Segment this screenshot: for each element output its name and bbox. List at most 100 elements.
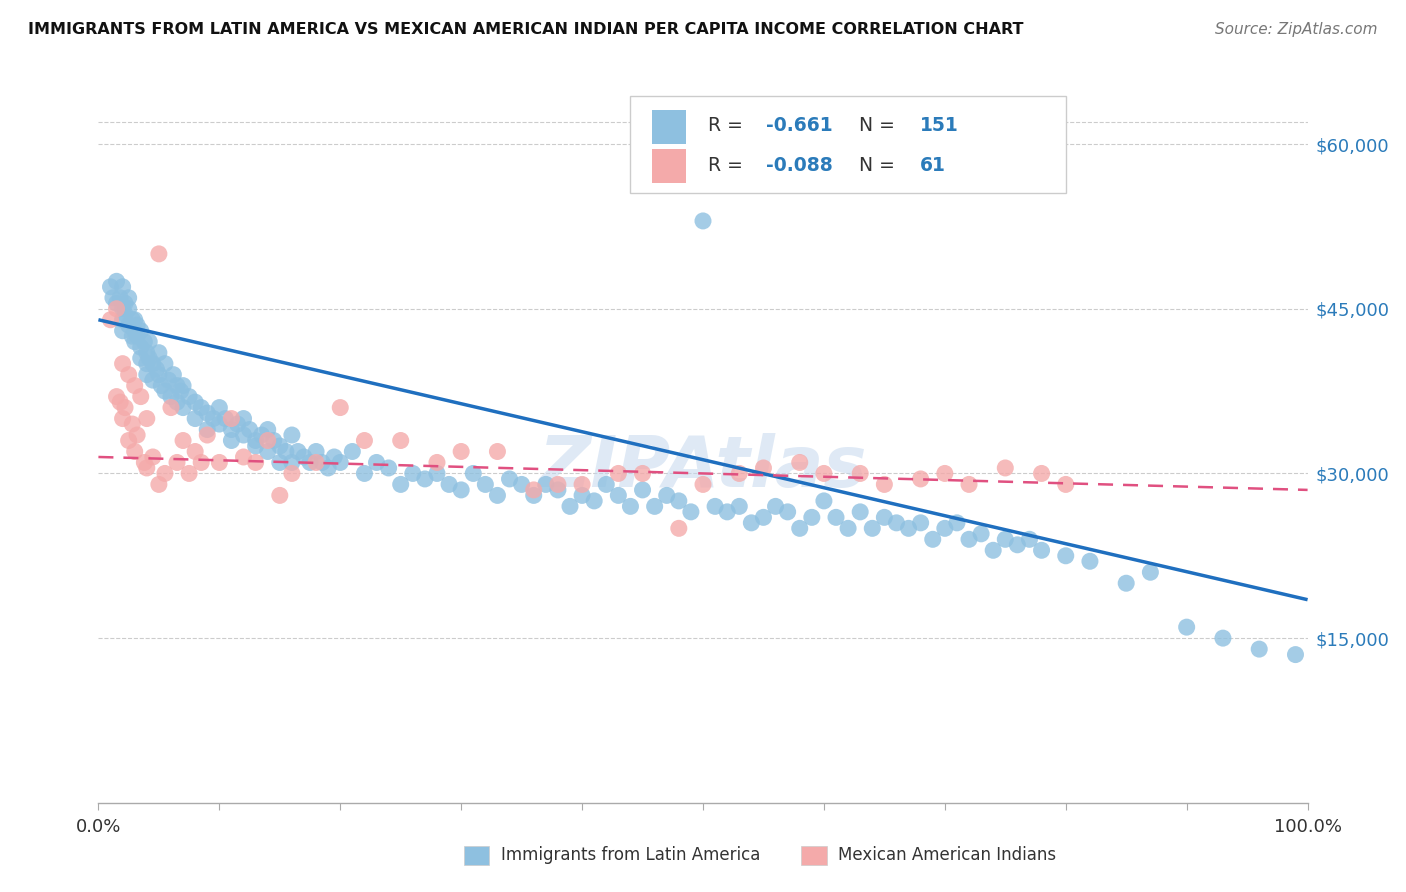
Point — [111, 301, 134, 316]
Point — [534, 477, 557, 491]
Point — [142, 450, 165, 464]
Text: ZIPAtlas: ZIPAtlas — [538, 433, 868, 502]
Point — [1054, 549, 1077, 563]
Point — [281, 455, 304, 469]
Point — [105, 390, 128, 404]
Point — [226, 417, 249, 431]
Point — [970, 526, 993, 541]
Point — [135, 345, 157, 359]
Point — [668, 494, 690, 508]
Point — [886, 516, 908, 530]
Text: -0.088: -0.088 — [766, 156, 832, 175]
Point — [366, 455, 388, 469]
Text: 61: 61 — [920, 156, 945, 175]
Text: -0.661: -0.661 — [766, 116, 832, 135]
Point — [172, 434, 194, 448]
Point — [281, 428, 304, 442]
Point — [353, 467, 375, 481]
Point — [195, 428, 218, 442]
Point — [837, 521, 859, 535]
Point — [256, 444, 278, 458]
Point — [305, 455, 328, 469]
Point — [994, 461, 1017, 475]
Point — [184, 444, 207, 458]
Point — [190, 401, 212, 415]
Point — [498, 472, 520, 486]
Point — [111, 280, 134, 294]
Point — [897, 521, 920, 535]
Point — [129, 351, 152, 366]
Point — [127, 318, 149, 333]
Point — [100, 312, 122, 326]
Point — [655, 488, 678, 502]
Point — [474, 477, 496, 491]
Point — [160, 390, 183, 404]
Point — [111, 324, 134, 338]
Point — [172, 401, 194, 415]
Point — [108, 395, 131, 409]
Point — [957, 477, 980, 491]
Point — [269, 439, 291, 453]
Point — [668, 521, 690, 535]
Point — [138, 351, 160, 366]
Point — [121, 417, 143, 431]
Point — [172, 378, 194, 392]
Point — [287, 444, 309, 458]
Point — [129, 340, 152, 354]
Point — [208, 401, 231, 415]
Point — [118, 301, 141, 316]
Point — [127, 428, 149, 442]
Point — [135, 357, 157, 371]
Text: N =: N = — [859, 116, 901, 135]
Point — [129, 390, 152, 404]
Text: Immigrants from Latin America: Immigrants from Latin America — [501, 847, 759, 864]
Point — [114, 307, 136, 321]
Point — [342, 444, 364, 458]
Point — [523, 488, 546, 502]
Point — [789, 455, 811, 469]
Point — [776, 505, 799, 519]
Point — [245, 455, 267, 469]
Point — [571, 488, 593, 502]
Point — [329, 455, 352, 469]
Point — [825, 510, 848, 524]
Point — [118, 291, 141, 305]
Point — [142, 373, 165, 387]
Point — [1054, 477, 1077, 491]
Point — [111, 312, 134, 326]
Point — [166, 395, 188, 409]
Point — [160, 401, 183, 415]
Point — [256, 434, 278, 448]
Point — [111, 411, 134, 425]
Point — [221, 411, 243, 425]
Point — [486, 488, 509, 502]
Point — [1007, 538, 1029, 552]
Point — [145, 362, 167, 376]
Point — [129, 324, 152, 338]
Text: 151: 151 — [920, 116, 959, 135]
Text: N =: N = — [859, 156, 901, 175]
Point — [142, 357, 165, 371]
Point — [571, 477, 593, 491]
Point — [389, 434, 412, 448]
Point — [232, 428, 254, 442]
Point — [860, 521, 883, 535]
Point — [269, 488, 291, 502]
Text: Source: ZipAtlas.com: Source: ZipAtlas.com — [1215, 22, 1378, 37]
Point — [127, 329, 149, 343]
Point — [402, 467, 425, 481]
Point — [316, 461, 339, 475]
Point — [118, 318, 141, 333]
Point — [547, 477, 569, 491]
Point — [135, 461, 157, 475]
Point — [547, 483, 569, 497]
Point — [232, 450, 254, 464]
Point — [679, 505, 702, 519]
Point — [740, 516, 762, 530]
Point — [124, 324, 146, 338]
Point — [921, 533, 943, 547]
Point — [957, 533, 980, 547]
Point — [208, 455, 231, 469]
Point — [934, 467, 956, 481]
Point — [595, 477, 617, 491]
